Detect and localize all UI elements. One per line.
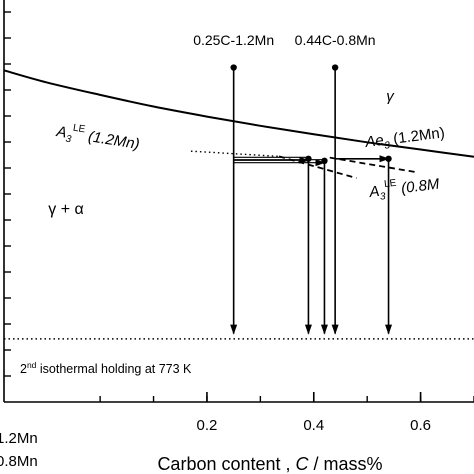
a3le-12mn-label-sup: LE [72, 123, 86, 136]
holding-label-sup: nd [27, 360, 37, 370]
ae3-label-main: Ae [363, 132, 384, 151]
a3le-12mn-label-sub: 3 [65, 134, 73, 146]
a3le-12mn-dotted-line [190, 150, 280, 158]
process-arrows [230, 64, 393, 335]
x-tick-label: 0.6 [410, 417, 431, 434]
a3le-12mn-label: A3LE (1.2Mn) [54, 120, 141, 156]
x-tick-label: 0.2 [197, 417, 218, 434]
x-axis-ticks: 0.2 0.4 0.6 [99, 392, 474, 434]
x-tick-label: 0.4 [303, 417, 324, 434]
steel-label-025c: 0.25C-1.2Mn [193, 32, 274, 48]
a3le-12mn-label-tail: (1.2Mn) [83, 128, 141, 154]
ae3-label-sub: 3 [384, 140, 391, 152]
holding-label-post: isothermal holding at 773 K [36, 362, 192, 376]
gamma-alpha-phase-label: γ + α [48, 201, 83, 218]
x-axis-label-var: C [296, 454, 310, 474]
ae3-label: Ae3 (1.2Mn) [363, 124, 446, 154]
x-axis-label-post: / mass% [309, 454, 383, 474]
steel-label-044c: 0.44C-0.8Mn [295, 32, 376, 48]
holding-label-pre: 2 [20, 362, 27, 376]
gamma-phase-label: γ [386, 88, 395, 105]
a3le-08mn-dashed-line [329, 156, 419, 174]
y-axis-ticks [4, 11, 11, 377]
ae3-label-tail: (1.2Mn) [388, 124, 446, 148]
x-axis-label-pre: Carbon content , [157, 454, 295, 474]
a3le-08mn-label-tail: (0.8M [396, 175, 441, 197]
left-legend-1: 1.2Mn [0, 430, 38, 447]
a3le-08mn-label-sup: LE [384, 178, 398, 190]
holding-label: 2nd isothermal holding at 773 K [20, 360, 192, 376]
a3le-08mn-label: A3LE (0.8M [367, 172, 441, 204]
a3le-08mn-label-sub: 3 [379, 191, 386, 203]
a3le-12mn-label-main: A [54, 123, 68, 142]
x-axis-label: Carbon content , C / mass% [157, 454, 382, 474]
a3le-08mn-label-main: A [367, 183, 380, 201]
left-legend-2: 0.8Mn [0, 453, 38, 470]
